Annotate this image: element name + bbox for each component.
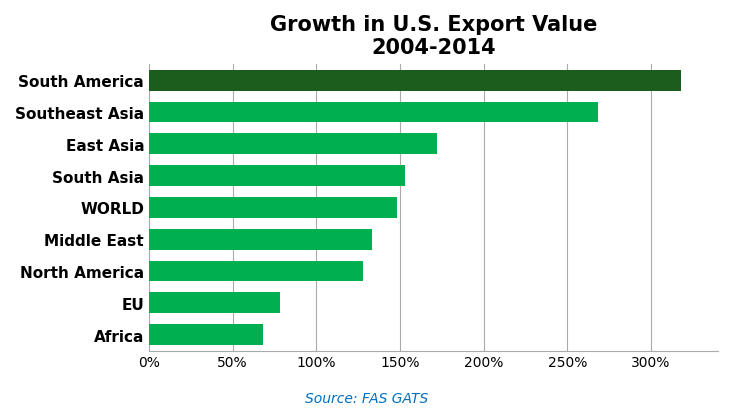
Text: Source: FAS GATS: Source: FAS GATS — [305, 391, 428, 405]
Bar — [149, 324, 263, 345]
Bar — [149, 134, 437, 155]
Bar — [149, 71, 681, 91]
Bar — [149, 166, 405, 187]
Title: Growth in U.S. Export Value
2004-2014: Growth in U.S. Export Value 2004-2014 — [270, 15, 597, 58]
Bar — [149, 102, 597, 123]
Bar — [149, 229, 372, 250]
Bar — [149, 261, 364, 282]
Bar — [149, 198, 397, 218]
Bar — [149, 293, 279, 313]
